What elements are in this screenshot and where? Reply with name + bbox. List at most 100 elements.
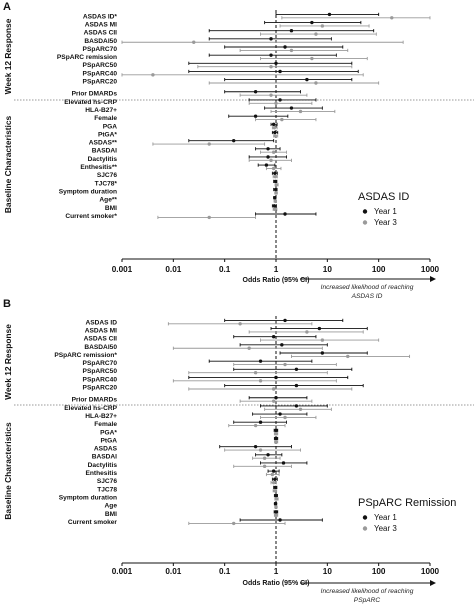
panel-a-point-year1 bbox=[278, 98, 282, 102]
panel-b-point-year3 bbox=[346, 354, 350, 359]
panel-b-row-label: TJC78 bbox=[97, 486, 117, 493]
panel-a-point-year1 bbox=[264, 163, 269, 167]
panel-b-point-year3 bbox=[271, 399, 276, 403]
panel-b-row-label: Prior DMARDs bbox=[72, 397, 118, 404]
panel-b-legend-marker-1 bbox=[362, 515, 368, 520]
panel-a-row-label: ASDAS CII bbox=[84, 30, 118, 37]
panel-a-point-year3 bbox=[269, 93, 273, 97]
panel-b-point-year1 bbox=[317, 326, 322, 331]
panel-b-point-year3 bbox=[283, 415, 287, 420]
panel-b-point-year1 bbox=[274, 375, 278, 380]
panel-b-point-year3 bbox=[273, 489, 277, 493]
panel-a-arrow-head bbox=[430, 276, 436, 282]
panel-b-point-year3 bbox=[262, 456, 267, 460]
panel-b-row-label: PSpARC remission* bbox=[54, 352, 117, 359]
panel-b-point-year1 bbox=[294, 383, 299, 388]
panel-a-point-year1 bbox=[273, 187, 278, 192]
panel-a-point-year1 bbox=[305, 77, 309, 82]
panel-a-point-year3 bbox=[273, 207, 277, 211]
panel-b-point-year1 bbox=[274, 436, 278, 441]
panel-b-point-year1 bbox=[273, 502, 278, 506]
panel-b-point-year1 bbox=[253, 444, 258, 449]
panel-b-point-year3 bbox=[274, 497, 279, 501]
panel-a-point-year3 bbox=[314, 81, 318, 85]
panel-b-group-label-baseline: Baseline Characteristics bbox=[3, 422, 13, 520]
panel-a-row-label: PtGA* bbox=[98, 131, 117, 138]
panel-b-letter: B bbox=[3, 298, 11, 310]
panel-b-point-year3 bbox=[247, 346, 251, 350]
panel-a-point-year3 bbox=[289, 48, 294, 53]
panel-a-point-year3 bbox=[310, 56, 314, 61]
panel-a-legend-item-1: Year 1 bbox=[374, 207, 397, 216]
panel-b-row-label: BASDAI50 bbox=[84, 344, 117, 351]
panel-b-arrow-note-line2: PSpARC bbox=[354, 597, 381, 604]
panel-a-point-year3 bbox=[269, 158, 273, 163]
panel-b-point-year1 bbox=[280, 343, 284, 347]
panel-a-x-tick-label: 0.1 bbox=[219, 265, 231, 274]
panel-a-group-label-week12: Week 12 Response bbox=[3, 18, 13, 94]
panel-b-arrow-head bbox=[430, 580, 436, 586]
panel-b-row-label: PGA* bbox=[100, 429, 117, 436]
panel-b-row-label: SJC76 bbox=[97, 478, 117, 485]
panel-a-point-year3 bbox=[269, 65, 273, 69]
panel-b-row-label: ASDAS MI bbox=[85, 327, 117, 334]
panel-b-row-label: Dactylitis bbox=[88, 462, 118, 469]
panel-b-row-label: Current smoker bbox=[68, 519, 118, 526]
panel-a-point-year1 bbox=[283, 45, 287, 49]
panel-b-point-year1 bbox=[294, 404, 299, 408]
panel-b-row-label: PSpARC40 bbox=[83, 376, 118, 383]
panel-a-row-label: ASDAS MI bbox=[85, 21, 117, 28]
panel-b-row-label: PSpARC50 bbox=[83, 368, 118, 375]
panel-a-point-year1 bbox=[273, 130, 277, 135]
panel-b-point-year3 bbox=[320, 338, 325, 342]
panel-a-point-year3 bbox=[151, 73, 155, 77]
panel-b-x-tick-label: 100 bbox=[372, 567, 386, 576]
panel-a-point-year3 bbox=[314, 32, 318, 36]
panel-b-row-label: Symptom duration bbox=[59, 494, 117, 501]
panel-a-row-label: Symptom duration bbox=[59, 188, 117, 195]
panel-a-group-label-baseline: Baseline Characteristics bbox=[3, 116, 13, 214]
panel-a-point-year3 bbox=[273, 174, 278, 179]
panel-b-row-label: Age bbox=[105, 503, 118, 510]
panel-a-point-year3 bbox=[272, 126, 277, 130]
panel-b-x-tick-label: 0.1 bbox=[219, 567, 231, 576]
panel-b-point-year1 bbox=[271, 469, 276, 473]
panel-b-point-year1 bbox=[278, 412, 282, 416]
panel-b-point-year3 bbox=[262, 464, 267, 469]
panel-b-point-year1 bbox=[274, 510, 278, 514]
panel-a-point-year1 bbox=[271, 122, 276, 127]
panel-b-point-year1 bbox=[271, 335, 276, 339]
panel-a-row-label: PSpARC remission bbox=[57, 54, 117, 61]
panel-a-point-year3 bbox=[390, 16, 394, 20]
panel-a-row-label: SJC76 bbox=[97, 172, 117, 179]
panel-b-row-label: BASDAI bbox=[92, 454, 117, 461]
panel-b-point-year1 bbox=[274, 493, 278, 498]
panel-a-row-label: ASDAS ID* bbox=[83, 13, 118, 20]
panel-a-x-tick-label: 1000 bbox=[421, 265, 440, 274]
panel-a-point-year3 bbox=[207, 142, 211, 146]
panel-a-x-tick-label: 100 bbox=[372, 265, 386, 274]
panel-b-legend-item-2: Year 3 bbox=[374, 524, 397, 533]
panel-b-x-tick-label: 10 bbox=[323, 567, 333, 576]
panel-b-row-label: ASDAS bbox=[94, 446, 118, 453]
panel-b-point-year3 bbox=[305, 330, 309, 334]
panel-b-point-year3 bbox=[298, 407, 303, 411]
panel-b-row-label: ASDAS ID bbox=[85, 319, 117, 326]
panel-a-point-year1 bbox=[253, 90, 258, 94]
panel-a-x-tick-label: 0.01 bbox=[165, 265, 181, 274]
panel-b-point-year1 bbox=[258, 359, 263, 363]
panel-b-point-year1 bbox=[273, 477, 277, 481]
panel-a-letter: A bbox=[3, 1, 11, 13]
panel-b-point-year3 bbox=[274, 432, 278, 436]
panel-b-x-tick-label: 1000 bbox=[421, 567, 440, 576]
panel-b-point-year3 bbox=[271, 387, 276, 391]
panel-b-group-label-week12: Week 12 Response bbox=[3, 324, 13, 400]
panel-b-row-label: ASDAS CII bbox=[84, 336, 118, 343]
panel-b-point-year1 bbox=[278, 518, 282, 522]
panel-a-row-label: Elevated hs-CRP bbox=[64, 99, 117, 106]
panel-a-point-year1 bbox=[274, 61, 278, 65]
panel-a-arrow-note-line1: Increased likelihood of reaching bbox=[321, 284, 414, 291]
panel-b-row-label: Female bbox=[94, 421, 117, 428]
panel-b-point-year3 bbox=[271, 480, 276, 485]
